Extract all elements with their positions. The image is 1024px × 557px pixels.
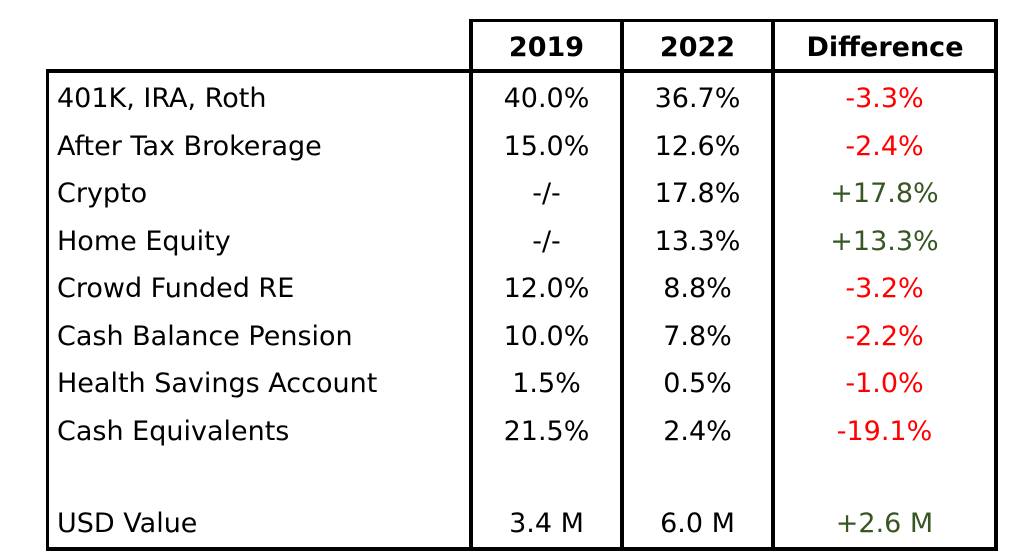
table-row-value-2022: 7.8% xyxy=(663,320,732,352)
border-col-2 xyxy=(620,19,624,551)
border-top-header xyxy=(469,19,998,22)
table-row-value-2019: 12.0% xyxy=(503,273,590,305)
table-row-row-label: Crowd Funded RE xyxy=(57,273,295,305)
table-row-value-2019: 40.0% xyxy=(503,83,590,115)
allocation-table: 2019 2022 Difference 401K, IRA, Roth 40.0… xyxy=(46,19,998,551)
header-2022: 2022 xyxy=(659,31,736,63)
total-row-row-label: USD Value xyxy=(57,508,198,540)
total-row-value-2022: 6.0 M xyxy=(660,508,735,540)
table-row-value-2019: 10.0% xyxy=(503,320,590,352)
table-row-value-2022: 8.8% xyxy=(663,273,732,305)
border-col-1 xyxy=(469,19,473,551)
table-row-value-2022: 0.5% xyxy=(663,368,732,400)
table-row-value-difference: -2.2% xyxy=(845,320,924,352)
table-row-value-difference: -19.1% xyxy=(836,415,933,447)
table-row-value-difference: -3.2% xyxy=(845,273,924,305)
table-row-value-2022: 13.3% xyxy=(654,225,741,257)
table-row-value-2019: 15.0% xyxy=(503,130,590,162)
table-row-row-label: Health Savings Account xyxy=(57,368,378,400)
table-row-value-2019: -/- xyxy=(532,225,561,257)
table-row-row-label: Cash Balance Pension xyxy=(57,320,353,352)
border-bottom xyxy=(46,547,998,551)
table-row-row-label: 401K, IRA, Roth xyxy=(57,83,267,115)
table-row-row-label: Cash Equivalents xyxy=(57,415,290,447)
table-row-value-2022: 36.7% xyxy=(654,83,741,115)
border-header-bottom xyxy=(46,69,998,73)
table-row-row-label: After Tax Brokerage xyxy=(57,130,322,162)
border-right xyxy=(994,19,998,551)
header-difference: Difference xyxy=(806,31,964,63)
table-row-value-2019: 21.5% xyxy=(503,415,590,447)
table-row-value-2022: 2.4% xyxy=(663,415,732,447)
header-2019: 2019 xyxy=(508,31,585,63)
table-row-value-difference: -1.0% xyxy=(845,368,924,400)
table-row-row-label: Crypto xyxy=(57,178,148,210)
table-row-value-difference: -3.3% xyxy=(845,83,924,115)
table-row-value-2019: 1.5% xyxy=(512,368,581,400)
total-row-value-difference: +2.6 M xyxy=(835,508,934,540)
table-row-value-difference: +13.3% xyxy=(830,225,939,257)
table-row-value-2019: -/- xyxy=(532,178,561,210)
total-row-value-2019: 3.4 M xyxy=(509,508,584,540)
table-row-value-2022: 12.6% xyxy=(654,130,741,162)
table-row-value-2022: 17.8% xyxy=(654,178,741,210)
table-row-value-difference: -2.4% xyxy=(845,130,924,162)
border-col-3 xyxy=(771,19,775,551)
table-row-row-label: Home Equity xyxy=(57,225,231,257)
border-left xyxy=(46,69,49,551)
table-row-value-difference: +17.8% xyxy=(830,178,939,210)
